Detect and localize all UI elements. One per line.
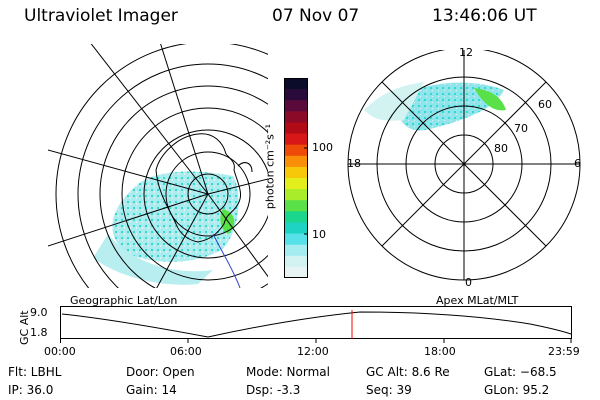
info-seq: Seq: 39 xyxy=(366,383,412,397)
colorbar-band xyxy=(284,133,308,146)
colorbar-band xyxy=(284,222,308,235)
info-dsp: Dsp: -3.3 xyxy=(246,383,301,397)
info-door: Door: Open xyxy=(126,365,195,379)
mlt-label-18: 18 xyxy=(347,157,361,170)
info-mode: Mode: Normal xyxy=(246,365,330,379)
mlat-label-60: 60 xyxy=(538,98,552,111)
mlt-label-0: 0 xyxy=(465,276,472,289)
geographic-map xyxy=(48,44,268,288)
colorbar-band xyxy=(284,166,308,179)
time-label: 13:46:06 UT xyxy=(432,6,537,26)
timeline-xtick-0000: 00:00 xyxy=(44,345,76,358)
colorbar-band xyxy=(284,144,308,157)
mlt-label-12: 12 xyxy=(459,46,473,59)
colorbar-band xyxy=(284,200,308,212)
colorbar-band xyxy=(284,100,308,112)
apex-polar-plot xyxy=(347,50,581,281)
mlat-label-70: 70 xyxy=(514,122,528,135)
colorbar-band xyxy=(284,178,308,190)
colorbar-tick-100: 100 xyxy=(312,141,333,154)
colorbar-band xyxy=(284,211,308,223)
colorbar-tick-10: 10 xyxy=(312,228,326,241)
timeline-xtick-2359: 23:59 xyxy=(548,345,580,358)
timeline-xtick-1200: 12:00 xyxy=(297,345,329,358)
timeline-xtick-1800: 18:00 xyxy=(424,345,456,358)
colorbar-band xyxy=(284,233,308,246)
info-glat: GLat: −68.5 xyxy=(484,365,557,379)
date-label: 07 Nov 07 xyxy=(272,6,360,26)
colorbar-band xyxy=(284,266,308,278)
colorbar-unit-label: photon cm⁻²s⁻¹ xyxy=(263,123,277,210)
colorbar-band xyxy=(284,111,308,123)
instrument-title: Ultraviolet Imager xyxy=(24,6,178,26)
mlat-label-80: 80 xyxy=(494,142,508,155)
info-gc-alt: GC Alt: 8.6 Re xyxy=(366,365,450,379)
colorbar xyxy=(284,78,308,278)
apex-panel-label: Apex MLat/MLT xyxy=(436,294,519,307)
colorbar-band xyxy=(284,155,308,168)
timeline-ytick-top: 9.0 xyxy=(30,306,48,319)
colorbar-band xyxy=(284,244,308,257)
colorbar-band xyxy=(284,89,308,101)
timeline-xtick-0600: 06:00 xyxy=(170,345,202,358)
colorbar-band xyxy=(284,189,308,201)
info-gain: Gain: 14 xyxy=(126,383,177,397)
info-filter: Flt: LBHL xyxy=(8,365,62,379)
colorbar-band xyxy=(284,255,308,268)
info-ip: IP: 36.0 xyxy=(8,383,54,397)
info-glon: GLon: 95.2 xyxy=(484,383,550,397)
mlt-label-6: 6 xyxy=(574,157,581,170)
colorbar-band xyxy=(284,78,308,90)
colorbar-band xyxy=(284,122,308,135)
orbit-altitude-timeline xyxy=(60,306,572,343)
timeline-ytick-bottom: 1.8 xyxy=(30,326,48,339)
geo-panel-label: Geographic Lat/Lon xyxy=(70,294,178,307)
